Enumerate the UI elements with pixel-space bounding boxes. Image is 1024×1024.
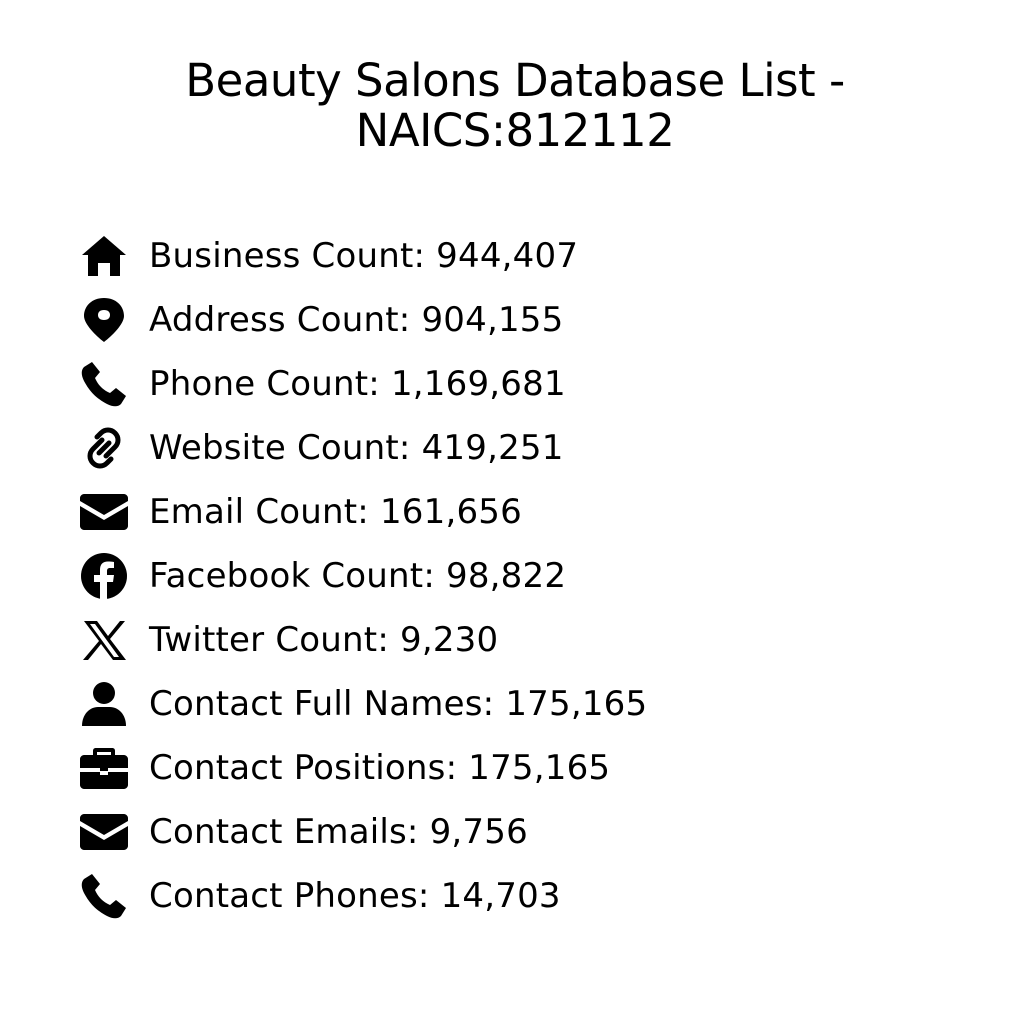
stat-row: Contact Phones: 14,703 bbox=[80, 864, 647, 928]
envelope-icon bbox=[80, 488, 128, 536]
stat-row: Contact Emails: 9,756 bbox=[80, 800, 647, 864]
stat-row: Contact Full Names: 175,165 bbox=[80, 672, 647, 736]
stat-row: Address Count: 904,155 bbox=[80, 288, 647, 352]
stat-row: Facebook Count: 98,822 bbox=[80, 544, 647, 608]
facebook-icon bbox=[80, 552, 128, 600]
briefcase-icon bbox=[80, 744, 128, 792]
phone-icon bbox=[80, 360, 128, 408]
stat-label: Contact Phones: 14,703 bbox=[149, 876, 561, 916]
link-icon bbox=[80, 424, 128, 472]
stat-row: Email Count: 161,656 bbox=[80, 480, 647, 544]
stat-label: Twitter Count: 9,230 bbox=[149, 620, 499, 660]
stat-label: Business Count: 944,407 bbox=[149, 236, 579, 276]
stat-row: Phone Count: 1,169,681 bbox=[80, 352, 647, 416]
stat-label: Phone Count: 1,169,681 bbox=[149, 364, 566, 404]
location-pin-icon bbox=[80, 296, 128, 344]
title-line-1: Beauty Salons Database List - bbox=[185, 54, 845, 107]
x-twitter-icon bbox=[80, 616, 128, 664]
stat-row: Twitter Count: 9,230 bbox=[80, 608, 647, 672]
stat-label: Facebook Count: 98,822 bbox=[149, 556, 567, 596]
stat-label: Email Count: 161,656 bbox=[149, 492, 522, 532]
page-title: Beauty Salons Database List - NAICS:8121… bbox=[0, 56, 1024, 156]
stat-row: Contact Positions: 175,165 bbox=[80, 736, 647, 800]
house-icon bbox=[80, 232, 128, 280]
stat-label: Contact Emails: 9,756 bbox=[149, 812, 528, 852]
user-icon bbox=[80, 680, 128, 728]
stat-row: Website Count: 419,251 bbox=[80, 416, 647, 480]
stats-list: Business Count: 944,407 Address Count: 90… bbox=[80, 224, 647, 928]
stat-row: Business Count: 944,407 bbox=[80, 224, 647, 288]
phone-icon bbox=[80, 872, 128, 920]
stat-label: Website Count: 419,251 bbox=[149, 428, 564, 468]
stat-label: Contact Positions: 175,165 bbox=[149, 748, 611, 788]
stat-label: Contact Full Names: 175,165 bbox=[149, 684, 648, 724]
title-line-2: NAICS:812112 bbox=[355, 104, 675, 157]
envelope-icon bbox=[80, 808, 128, 856]
stat-label: Address Count: 904,155 bbox=[149, 300, 564, 340]
